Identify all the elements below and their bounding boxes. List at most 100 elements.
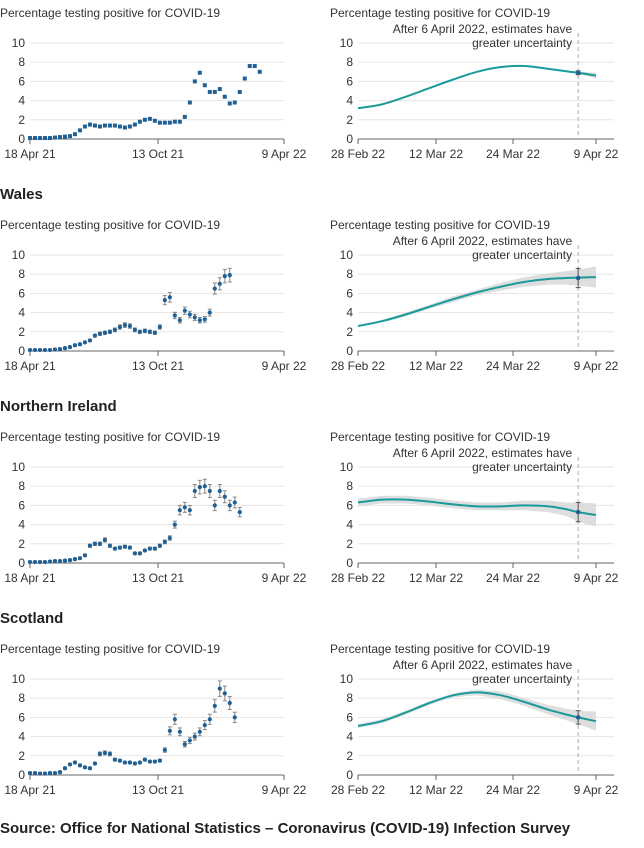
x-tick-label: 18 Apr 21	[4, 571, 56, 585]
uncertainty-band	[358, 266, 596, 327]
data-point	[127, 323, 132, 329]
data-point	[27, 770, 33, 776]
data-point	[52, 558, 58, 564]
data-point	[177, 729, 182, 734]
data-point	[62, 134, 67, 139]
data-point	[142, 328, 147, 333]
data-point	[207, 310, 212, 315]
y-tick-label: 0	[18, 344, 25, 358]
y-tick-label: 6	[18, 498, 25, 512]
data-point	[77, 128, 82, 133]
data-point	[102, 750, 108, 756]
data-point	[37, 136, 42, 141]
data-point	[187, 508, 192, 513]
x-tick-label: 18 Apr 21	[4, 147, 56, 161]
data-point	[192, 488, 197, 494]
data-point	[112, 123, 117, 128]
data-point	[97, 331, 103, 336]
data-point	[47, 770, 53, 776]
data-point	[172, 119, 177, 124]
data-point	[42, 347, 48, 353]
data-point	[232, 500, 237, 505]
data-point	[212, 703, 217, 708]
x-tick-label: 12 Mar 22	[409, 571, 463, 585]
data-point	[82, 340, 88, 345]
data-point	[42, 771, 48, 776]
y-tick-label: 2	[18, 537, 25, 551]
y-tick-label: 8	[18, 55, 25, 69]
data-point	[32, 559, 38, 565]
data-point	[197, 318, 202, 323]
y-axis-label: Percentage testing positive for COVID-19	[330, 430, 550, 444]
x-tick-label: 24 Mar 22	[486, 147, 540, 161]
data-point	[152, 118, 157, 123]
annotation-text: After 6 April 2022, estimates have	[393, 446, 573, 460]
y-tick-label: 4	[18, 306, 25, 320]
data-point	[82, 124, 87, 129]
data-point	[147, 759, 152, 764]
data-point	[62, 558, 68, 563]
data-point	[47, 559, 53, 564]
annotation-text: After 6 April 2022, estimates have	[393, 22, 573, 36]
x-tick-label: 9 Apr 22	[574, 359, 619, 373]
chart-wales-long-term: Percentage testing positive for COVID-19…	[0, 218, 307, 373]
data-point	[87, 766, 93, 771]
data-point	[137, 760, 142, 765]
data-point	[62, 766, 68, 771]
data-point	[187, 312, 192, 317]
data-point	[177, 508, 182, 513]
uncertainty-band	[358, 689, 596, 731]
data-point	[132, 122, 137, 127]
data-point	[257, 69, 262, 74]
section-title-wales: Wales	[0, 186, 43, 203]
data-point	[142, 548, 147, 553]
data-point	[192, 734, 197, 739]
y-tick-label: 0	[346, 132, 353, 146]
data-point	[102, 537, 108, 543]
estimate-line	[357, 64, 597, 110]
data-point	[27, 347, 33, 353]
data-point	[227, 700, 232, 706]
data-point	[227, 273, 232, 278]
x-tick-label: 24 Mar 22	[486, 783, 540, 797]
data-point	[132, 327, 137, 332]
data-point	[157, 120, 162, 125]
y-tick-label: 10	[12, 672, 26, 686]
data-point	[57, 558, 63, 564]
data-point	[192, 79, 197, 84]
estimate-line	[357, 498, 597, 516]
data-point	[47, 347, 53, 353]
data-point	[127, 124, 132, 129]
data-point	[122, 125, 127, 130]
data-point	[167, 535, 172, 541]
data-point	[177, 119, 182, 124]
chart-england-recent: Percentage testing positive for COVID-19…	[330, 6, 619, 161]
data-point	[117, 545, 122, 550]
data-point	[107, 751, 113, 756]
data-point	[217, 281, 222, 286]
x-tick-label: 9 Apr 22	[574, 147, 619, 161]
data-point	[52, 135, 57, 140]
data-point	[217, 488, 222, 494]
chart-northern-ireland-recent: Percentage testing positive for COVID-19…	[330, 430, 619, 585]
data-point	[162, 539, 167, 544]
data-point	[217, 686, 222, 691]
y-tick-label: 6	[18, 286, 25, 300]
data-point	[172, 522, 177, 527]
x-tick-label: 28 Feb 22	[331, 359, 385, 373]
x-tick-label: 9 Apr 22	[574, 783, 619, 797]
data-point	[182, 505, 187, 510]
y-tick-label: 4	[346, 518, 353, 532]
data-point	[157, 758, 162, 763]
data-point	[97, 751, 103, 756]
data-point	[112, 757, 118, 762]
data-point	[202, 722, 207, 728]
data-point	[182, 742, 187, 747]
y-tick-label: 4	[346, 306, 353, 320]
data-point	[102, 123, 107, 128]
y-tick-label: 2	[346, 749, 353, 763]
y-tick-label: 2	[18, 749, 25, 763]
chart-wales-recent: Percentage testing positive for COVID-19…	[330, 218, 619, 373]
data-point	[67, 345, 73, 350]
last-data-point	[575, 715, 581, 720]
